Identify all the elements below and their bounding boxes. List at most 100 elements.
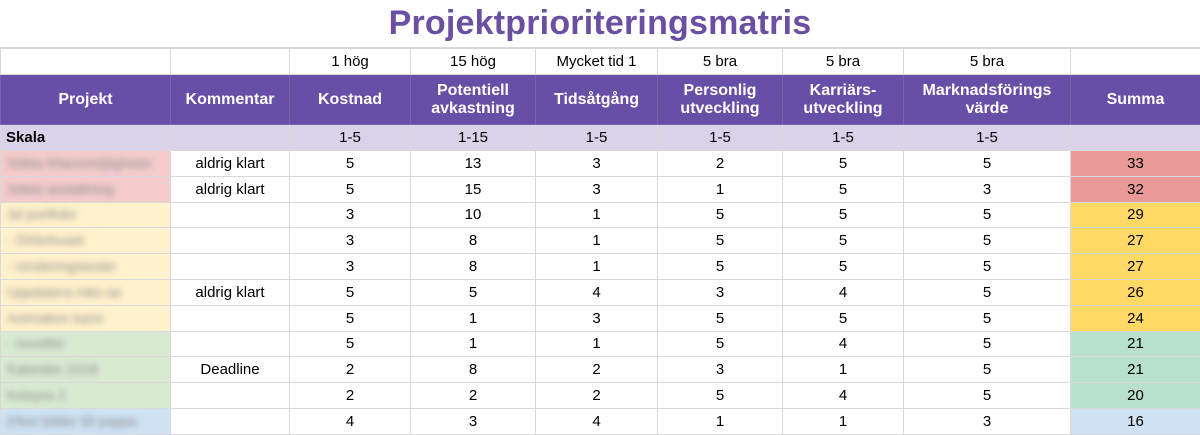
tidsatgang-cell[interactable]: 3 xyxy=(535,304,658,332)
karriarsutveckling-cell[interactable]: 5 xyxy=(782,227,904,255)
karriarsutveckling-cell[interactable]: 5 xyxy=(782,175,904,203)
header-marknadsforings-varde[interactable]: Marknadsförings värde xyxy=(903,74,1071,125)
kommentar-cell[interactable] xyxy=(170,227,290,255)
marknadsforings-varde-cell[interactable]: 5 xyxy=(903,201,1071,229)
kommentar-cell[interactable]: Deadline xyxy=(170,356,290,384)
summa-cell[interactable]: 20 xyxy=(1070,382,1200,409)
kostnad-cell[interactable]: 5 xyxy=(289,175,411,203)
scale-note-cell[interactable] xyxy=(0,48,171,75)
marknadsforings-varde-cell[interactable]: 5 xyxy=(903,253,1071,280)
projekt-cell[interactable]: Animation karin xyxy=(0,304,171,332)
projekt-cell[interactable]: - noveller xyxy=(0,330,171,358)
skala-cell[interactable]: 1-5 xyxy=(782,124,904,151)
personlig-utveckling-cell[interactable]: 5 xyxy=(657,304,783,332)
marknadsforings-varde-cell[interactable]: 5 xyxy=(903,227,1071,255)
scale-note-cell[interactable] xyxy=(170,48,290,75)
kommentar-cell[interactable] xyxy=(170,201,290,229)
skala-label[interactable]: Skala xyxy=(0,124,171,151)
projekt-cell[interactable]: Kalender 2018 xyxy=(0,356,171,384)
tidsatgang-cell[interactable]: 2 xyxy=(535,382,658,409)
tidsatgang-cell[interactable]: 4 xyxy=(535,278,658,306)
marknadsforings-varde-cell[interactable]: 3 xyxy=(903,407,1071,435)
marknadsforings-varde-cell[interactable]: 5 xyxy=(903,330,1071,358)
summa-cell[interactable]: 29 xyxy=(1070,201,1200,229)
skala-cell[interactable]: 1-5 xyxy=(903,124,1071,151)
header-potentiell-avkastning[interactable]: Potentiell avkastning xyxy=(410,74,536,125)
skala-cell[interactable] xyxy=(1070,124,1200,151)
karriarsutveckling-cell[interactable]: 5 xyxy=(782,150,904,177)
summa-cell[interactable]: 32 xyxy=(1070,175,1200,203)
avkastning-cell[interactable]: 2 xyxy=(410,382,536,409)
projekt-cell[interactable]: 3d portfolio xyxy=(0,201,171,229)
kostnad-cell[interactable]: 5 xyxy=(289,330,411,358)
kostnad-cell[interactable]: 4 xyxy=(289,407,411,435)
avkastning-cell[interactable]: 10 xyxy=(410,201,536,229)
tidsatgang-cell[interactable]: 4 xyxy=(535,407,658,435)
avkastning-cell[interactable]: 8 xyxy=(410,253,536,280)
personlig-utveckling-cell[interactable]: 5 xyxy=(657,201,783,229)
summa-cell[interactable]: 21 xyxy=(1070,330,1200,358)
header-kommentar[interactable]: Kommentar xyxy=(170,74,290,125)
header-tidsatgang[interactable]: Tidsåtgång xyxy=(535,74,658,125)
skala-cell[interactable] xyxy=(170,124,290,151)
scale-note-cell[interactable] xyxy=(1070,48,1200,75)
personlig-utveckling-cell[interactable]: 5 xyxy=(657,253,783,280)
karriarsutveckling-cell[interactable]: 4 xyxy=(782,330,904,358)
kommentar-cell[interactable] xyxy=(170,330,290,358)
tidsatgang-cell[interactable]: 3 xyxy=(535,175,658,203)
header-projekt[interactable]: Projekt xyxy=(0,74,171,125)
marknadsforings-varde-cell[interactable]: 5 xyxy=(903,150,1071,177)
marknadsforings-varde-cell[interactable]: 5 xyxy=(903,304,1071,332)
karriarsutveckling-cell[interactable]: 1 xyxy=(782,407,904,435)
projekt-cell[interactable]: Sökta anställning xyxy=(0,175,171,203)
summa-cell[interactable]: 21 xyxy=(1070,356,1200,384)
skala-cell[interactable]: 1-5 xyxy=(535,124,658,151)
kommentar-cell[interactable] xyxy=(170,253,290,280)
scale-note-cell[interactable]: 5 bra xyxy=(657,48,783,75)
avkastning-cell[interactable]: 1 xyxy=(410,330,536,358)
tidsatgang-cell[interactable]: 2 xyxy=(535,356,658,384)
kommentar-cell[interactable]: aldrig klart xyxy=(170,150,290,177)
scale-note-cell[interactable]: Mycket tid 1 xyxy=(535,48,658,75)
avkastning-cell[interactable]: 1 xyxy=(410,304,536,332)
personlig-utveckling-cell[interactable]: 5 xyxy=(657,382,783,409)
karriarsutveckling-cell[interactable]: 5 xyxy=(782,304,904,332)
scale-note-cell[interactable]: 1 hög xyxy=(289,48,411,75)
marknadsforings-varde-cell[interactable]: 5 xyxy=(903,356,1071,384)
kommentar-cell[interactable] xyxy=(170,382,290,409)
personlig-utveckling-cell[interactable]: 3 xyxy=(657,356,783,384)
tidsatgang-cell[interactable]: 1 xyxy=(535,253,658,280)
tidsatgang-cell[interactable]: 1 xyxy=(535,330,658,358)
projekt-cell[interactable]: Sökta frilansmöjligheter xyxy=(0,150,171,177)
avkastning-cell[interactable]: 5 xyxy=(410,278,536,306)
marknadsforings-varde-cell[interactable]: 5 xyxy=(903,278,1071,306)
kostnad-cell[interactable]: 2 xyxy=(289,382,411,409)
personlig-utveckling-cell[interactable]: 1 xyxy=(657,175,783,203)
kommentar-cell[interactable]: aldrig klart xyxy=(170,175,290,203)
title-row[interactable]: Projektprioriteringsmatris xyxy=(0,0,1200,48)
personlig-utveckling-cell[interactable]: 5 xyxy=(657,227,783,255)
tidsatgang-cell[interactable]: 3 xyxy=(535,150,658,177)
kostnad-cell[interactable]: 2 xyxy=(289,356,411,384)
karriarsutveckling-cell[interactable]: 4 xyxy=(782,278,904,306)
kostnad-cell[interactable]: 3 xyxy=(289,227,411,255)
kostnad-cell[interactable]: 5 xyxy=(289,304,411,332)
projekt-cell[interactable]: Kolsyra 2 xyxy=(0,382,171,409)
marknadsforings-varde-cell[interactable]: 5 xyxy=(903,382,1071,409)
tidsatgang-cell[interactable]: 1 xyxy=(535,227,658,255)
summa-cell[interactable]: 27 xyxy=(1070,227,1200,255)
kostnad-cell[interactable]: 3 xyxy=(289,201,411,229)
projekt-cell[interactable]: - renderingstester xyxy=(0,253,171,280)
personlig-utveckling-cell[interactable]: 1 xyxy=(657,407,783,435)
summa-cell[interactable]: 33 xyxy=(1070,150,1200,177)
header-personlig-utveckling[interactable]: Personlig utveckling xyxy=(657,74,783,125)
avkastning-cell[interactable]: 15 xyxy=(410,175,536,203)
karriarsutveckling-cell[interactable]: 5 xyxy=(782,253,904,280)
kommentar-cell[interactable]: aldrig klart xyxy=(170,278,290,306)
kommentar-cell[interactable] xyxy=(170,304,290,332)
kostnad-cell[interactable]: 3 xyxy=(289,253,411,280)
personlig-utveckling-cell[interactable]: 3 xyxy=(657,278,783,306)
skala-cell[interactable]: 1-5 xyxy=(289,124,411,151)
projekt-cell[interactable]: Uppdatera mbs.se xyxy=(0,278,171,306)
summa-cell[interactable]: 26 xyxy=(1070,278,1200,306)
